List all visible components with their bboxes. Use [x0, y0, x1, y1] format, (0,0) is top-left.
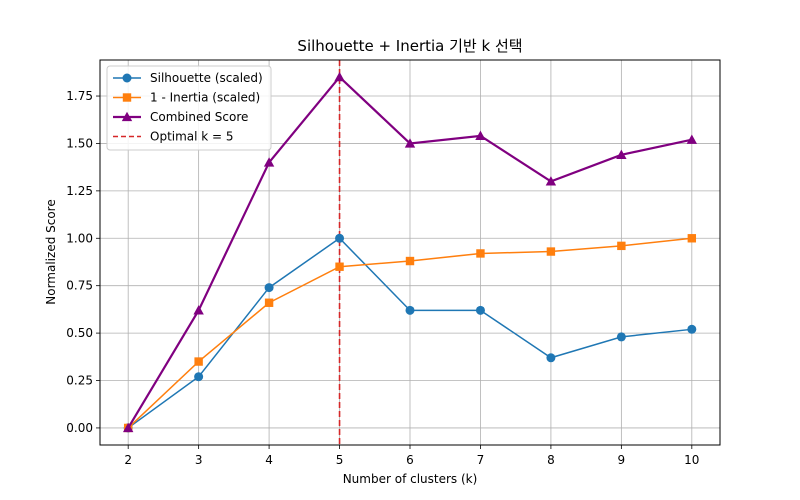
- x-tick-label: 2: [124, 453, 132, 467]
- data-point: [546, 353, 556, 363]
- x-tick-label: 3: [195, 453, 203, 467]
- x-axis-label: Number of clusters (k): [343, 472, 478, 486]
- y-tick-label: 0.75: [66, 279, 93, 293]
- legend-marker: [121, 111, 133, 122]
- data-point: [334, 71, 345, 82]
- data-point: [335, 233, 345, 243]
- legend-label: 1 - Inertia (scaled): [150, 91, 260, 105]
- data-point: [264, 283, 274, 293]
- data-point: [405, 256, 415, 266]
- series-group: [122, 71, 698, 433]
- y-tick-label: 0.00: [66, 421, 93, 435]
- legend-label: Optimal k = 5: [150, 130, 234, 144]
- x-tick-label: 5: [336, 453, 344, 467]
- data-point: [194, 372, 204, 382]
- y-tick-label: 0.50: [66, 326, 93, 340]
- data-point: [687, 234, 697, 243]
- data-point: [122, 422, 134, 433]
- x-tick-label: 9: [618, 453, 626, 467]
- y-tick-label: 1.75: [66, 89, 93, 103]
- data-point: [616, 332, 626, 342]
- data-point: [546, 247, 556, 256]
- x-tick-label: 6: [406, 453, 414, 467]
- legend-box: [106, 65, 272, 151]
- y-tick-label: 1.25: [66, 184, 93, 198]
- x-tick-label: 7: [477, 453, 485, 467]
- series-1: [123, 233, 697, 433]
- data-point: [687, 324, 697, 334]
- data-point: [404, 138, 416, 148]
- data-point: [545, 176, 557, 186]
- x-tick-label: 10: [684, 453, 699, 467]
- legend: Silhouette (scaled) 1 - Inertia (scaled) C…: [106, 65, 272, 151]
- data-point: [335, 262, 344, 271]
- legend-label: Combined Score: [150, 110, 248, 124]
- data-point: [476, 249, 485, 258]
- y-tick-label: 1.00: [66, 231, 93, 245]
- data-point: [617, 241, 626, 251]
- data-point: [475, 130, 486, 141]
- data-point: [616, 149, 627, 159]
- data-point: [194, 357, 203, 366]
- legend-marker: [122, 73, 132, 83]
- x-tick-label: 4: [265, 453, 273, 467]
- y-axis-label: Normalized Score: [44, 199, 58, 304]
- series-2: [123, 234, 697, 433]
- y-tick-label: 1.50: [66, 136, 93, 150]
- legend-marker: [122, 93, 132, 102]
- x-tick-label: 8: [547, 453, 555, 467]
- series-3: [122, 71, 698, 433]
- data-point: [263, 157, 275, 167]
- data-point: [193, 305, 204, 315]
- data-point: [264, 298, 274, 307]
- chart-title: Silhouette + Inertia 기반 k 선택: [297, 37, 522, 55]
- data-point: [475, 305, 485, 315]
- legend-label: Silhouette (scaled): [150, 71, 263, 85]
- data-point: [686, 134, 698, 144]
- data-point: [405, 305, 415, 315]
- ticks: 2 3 4 5 6 7 8 9 10 0.00 0.25 0.50 0.75 1.00 1.25 1.50 1.…: [66, 89, 699, 467]
- y-tick-label: 0.25: [66, 374, 93, 388]
